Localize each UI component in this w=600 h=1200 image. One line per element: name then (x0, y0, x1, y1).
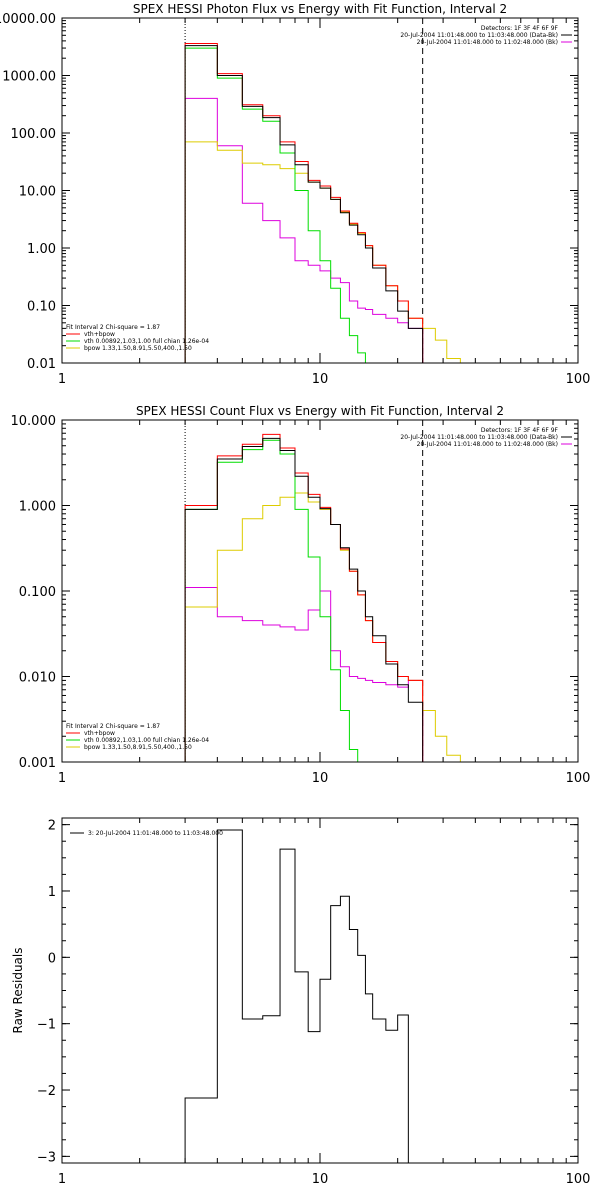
x-axis: 1 10 100 (58, 18, 591, 387)
x-tick-label: 100 (566, 1172, 591, 1187)
y-tick-label: 1.00 (27, 242, 56, 257)
legend-label: bpow 1.33,1.50,8.91,5.50,400.,1.50 (84, 744, 192, 751)
y-axis: −3 −2 −1 0 1 2 (37, 819, 578, 1165)
x-tick-label: 10 (312, 1172, 329, 1187)
info-line: 20-Jul-2004 11:01:48.000 to 11:02:48.000… (417, 441, 558, 448)
y-tick-label: 0.010 (19, 671, 56, 686)
y-tick-label: 100.00 (11, 127, 57, 142)
chart-title: SPEX HESSI Photon Flux vs Energy with Fi… (133, 2, 507, 16)
legend-label: vth+bpow (84, 730, 115, 737)
legend-label: vth+bpow (84, 331, 115, 338)
series-total (184, 829, 409, 1163)
series-vth (184, 439, 359, 762)
data-area (184, 433, 470, 762)
chart-panel-1: SPEX HESSI Photon Flux vs Energy with Fi… (0, 2, 590, 387)
plot-frame (61, 817, 579, 1164)
info-line: 20-Jul-2004 11:01:48.000 to 11:03:48.000… (400, 32, 558, 39)
chart-panel-3: Raw Residuals −3 −2 −1 0 1 2 1 10 100 3: 20-Jul-20… (11, 817, 591, 1187)
legend-label: bpow 1.33,1.50,8.91,5.50,400.,1.50 (84, 345, 192, 352)
data-area (184, 829, 409, 1163)
series-bk (184, 97, 424, 363)
plot-frame (61, 17, 579, 364)
y-tick-label: 0.01 (27, 357, 56, 372)
y-tick-label: 0.100 (19, 585, 56, 600)
x-axis: 1 10 100 (58, 420, 591, 786)
x-tick-label: 10 (312, 372, 329, 387)
y-tick-label: 0 (48, 951, 56, 966)
x-axis: 1 10 100 (58, 818, 591, 1187)
legend-title: Fit Interval 2 Chi-square = 1.87 (66, 723, 160, 730)
x-tick-label: 1 (58, 1172, 66, 1187)
series-fit (184, 433, 424, 762)
y-tick-label: −3 (37, 1150, 56, 1165)
legend-label: vth 0.00892,1.03,1.00 full chian 1.26e-0… (84, 737, 209, 744)
x-tick-label: 100 (566, 771, 591, 786)
y-tick-label: 0.001 (19, 756, 56, 771)
y-tick-label: 10000.00 (0, 12, 56, 27)
legend-title: Fit Interval 2 Chi-square = 1.87 (66, 324, 160, 331)
y-tick-label: 1 (48, 885, 56, 900)
series-total (184, 437, 424, 762)
legend-label: vth 0.00892,1.03,1.00 full chian 1.26e-0… (84, 338, 209, 345)
y-tick-label: 10.000 (11, 414, 57, 429)
y-tick-label: 2 (48, 819, 56, 834)
x-tick-label: 100 (566, 372, 591, 387)
y-tick-label: 10.00 (19, 185, 56, 200)
info-line: Detectors: 1F 3F 4F 6F 9F (481, 25, 559, 32)
x-tick-label: 10 (312, 771, 329, 786)
x-tick-label: 1 (58, 771, 66, 786)
y-tick-label: 1.000 (19, 500, 56, 515)
plot-frame (61, 419, 579, 763)
y-tick-label: −2 (37, 1084, 56, 1099)
chart-title: SPEX HESSI Count Flux vs Energy with Fit… (136, 404, 504, 418)
series-vth (184, 47, 366, 363)
chart-panel-2: SPEX HESSI Count Flux vs Energy with Fit… (11, 404, 591, 786)
y-tick-label: 0.10 (27, 300, 56, 315)
y-tick-label: 1000.00 (2, 70, 56, 85)
series-fit (184, 43, 424, 363)
series-total (184, 45, 424, 363)
info-line: 20-Jul-2004 11:01:48.000 to 11:02:48.000… (417, 39, 558, 46)
series-bk (184, 586, 424, 762)
series-bpow (184, 492, 470, 762)
legend-label: 3: 20-Jul-2004 11:01:48.000 to 11:03:48.… (88, 830, 223, 837)
info-line: 20-Jul-2004 11:01:48.000 to 11:03:48.000… (400, 434, 558, 441)
y-axis: 0.001 0.010 0.100 1.000 10.000 (11, 414, 578, 771)
info-line: Detectors: 1F 3F 4F 6F 9F (481, 427, 559, 434)
data-area (184, 43, 461, 363)
y-tick-label: −1 (37, 1018, 56, 1033)
y-axis-label: Raw Residuals (11, 948, 25, 1034)
series-bpow (184, 141, 461, 363)
y-axis: 0.01 0.10 1.00 10.00 100.00 1000.00 10000.00 (0, 12, 578, 372)
x-tick-label: 1 (58, 372, 66, 387)
